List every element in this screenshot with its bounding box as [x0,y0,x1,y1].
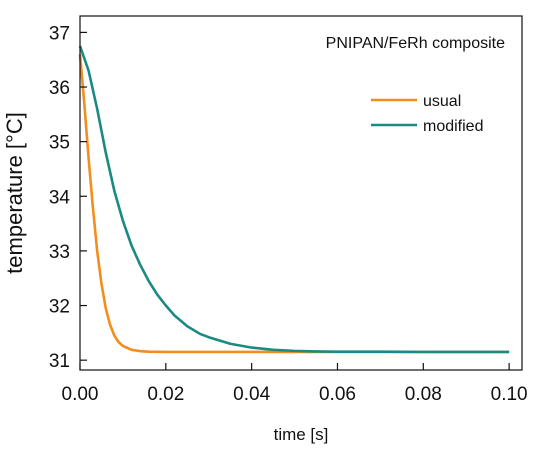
y-tick-label: 33 [49,242,70,263]
plot-frame [79,15,523,371]
series-line-modified [78,45,510,354]
x-tick-label: 0.10 [491,384,528,405]
y-tick-label: 35 [49,133,70,154]
chart-annotation: PNIPAN/FeRh composite [326,35,505,52]
y-tick-label: 32 [49,297,70,318]
x-tick-label: 0.04 [233,384,270,405]
legend-label-modified: modified [423,118,483,135]
legend-label-usual: usual [423,93,461,110]
y-axis-label: temperature [°C] [2,112,27,274]
x-tick-label: 0.00 [62,384,99,405]
x-axis-label: time [s] [274,425,329,444]
y-tick-label: 37 [49,23,70,44]
y-tick-label: 31 [49,351,70,372]
plot-lines [78,45,510,354]
legend: usual modified [371,93,483,135]
axis-ticks: 0.00 0.02 0.04 0.06 0.08 0.10 31 32 33 34 35 36 37 [49,23,528,405]
y-tick-label: 36 [49,78,70,99]
x-tick-label: 0.02 [147,384,184,405]
x-tick-label: 0.06 [319,384,356,405]
y-tick-label: 34 [49,187,71,208]
x-tick-label: 0.08 [405,384,442,405]
